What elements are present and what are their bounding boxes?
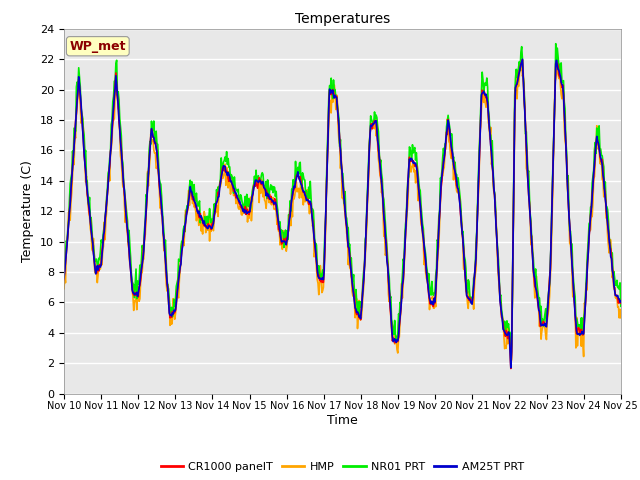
Y-axis label: Temperature (C): Temperature (C): [22, 160, 35, 262]
X-axis label: Time: Time: [327, 414, 358, 427]
Text: WP_met: WP_met: [70, 40, 126, 53]
Title: Temperatures: Temperatures: [295, 12, 390, 26]
Legend: CR1000 panelT, HMP, NR01 PRT, AM25T PRT: CR1000 panelT, HMP, NR01 PRT, AM25T PRT: [156, 457, 529, 477]
